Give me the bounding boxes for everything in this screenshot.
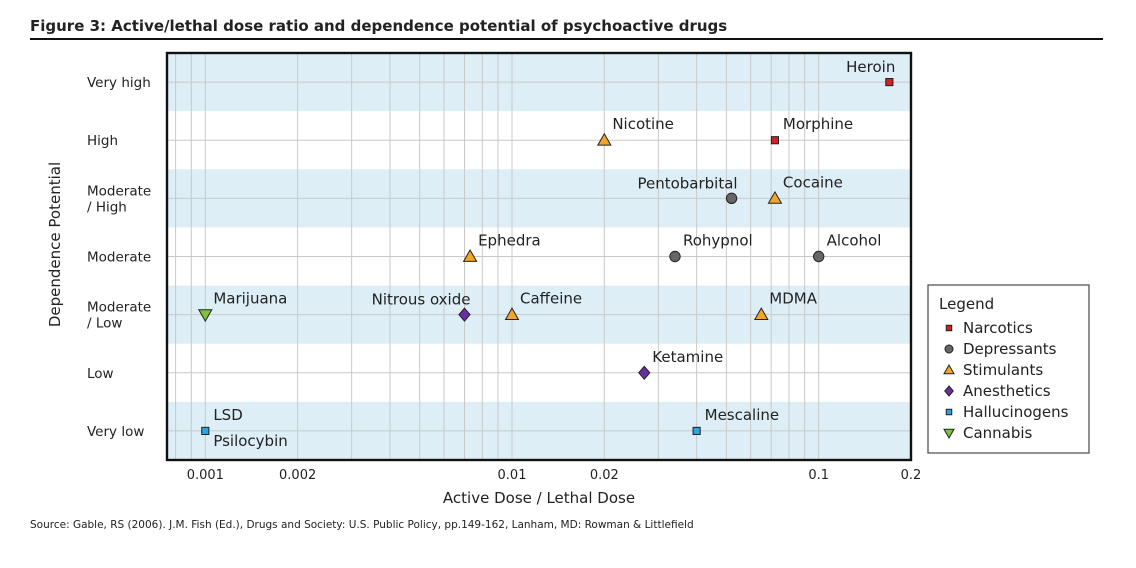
legend-label-anesthetics: Anesthetics	[963, 382, 1051, 400]
data-points: Heroin Morphine Nicotine Pentobarbital Cocai…	[197, 58, 895, 450]
y-tick-label: Very low	[87, 424, 144, 440]
figure-title: Figure 3: Active/lethal dose ratio and d…	[30, 17, 728, 35]
point-ephedra	[462, 248, 478, 262]
point-label-rohypnol: Rohypnol	[683, 232, 753, 250]
point-label-cocaine: Cocaine	[783, 173, 843, 191]
y-tick-label: Moderate / Low	[87, 300, 151, 332]
x-tick-label: 0.001	[187, 468, 224, 483]
legend-label-narcotics: Narcotics	[963, 319, 1033, 337]
legend-marker-narcotics	[945, 324, 953, 332]
point-label-nicotine: Nicotine	[612, 115, 674, 133]
y-tick-line: Very high	[87, 75, 151, 91]
point-ketamine	[638, 365, 651, 381]
legend-marker-hallucinogens	[945, 408, 953, 416]
point-label-morphine: Morphine	[783, 115, 853, 133]
legend: Legend Narcotics Depressants Stimulants Anes…	[927, 284, 1090, 454]
point-lsd	[201, 426, 210, 436]
point-label-marijuana: Marijuana	[213, 290, 287, 308]
legend-marker-depressants	[944, 344, 954, 354]
title-rule	[30, 38, 1103, 40]
y-tick-label: High	[87, 133, 118, 149]
x-tick-label: 0.002	[279, 468, 316, 483]
y-tick-line: Moderate	[87, 183, 151, 199]
point-label-heroin: Heroin	[846, 58, 895, 76]
y-tick-line: Low	[87, 366, 114, 382]
legend-marker-anesthetics	[944, 385, 954, 397]
point-heroin	[885, 77, 894, 87]
y-tick-line: / High	[87, 199, 127, 215]
x-tick-label: 0.2	[901, 468, 922, 483]
legend-label-hallucinogens: Hallucinogens	[963, 403, 1069, 421]
point-alcohol	[812, 250, 825, 263]
y-tick-label: Moderate	[87, 250, 151, 266]
y-tick-line: Very low	[87, 424, 144, 440]
y-tick-line: / Low	[87, 316, 122, 332]
point-label-lsd: LSD	[213, 406, 242, 424]
point-label-caffeine: Caffeine	[520, 290, 582, 308]
y-tick-line: High	[87, 133, 118, 149]
source-note: Source: Gable, RS (2006). J.M. Fish (Ed.…	[30, 519, 694, 531]
point-mescaline	[692, 426, 701, 436]
point-nicotine	[596, 132, 612, 146]
point-label-ketamine: Ketamine	[652, 348, 723, 366]
point-pentobarbital	[725, 192, 738, 205]
legend-label-cannabis: Cannabis	[963, 424, 1033, 442]
point-mdma	[753, 307, 769, 321]
y-tick-line: Moderate	[87, 250, 151, 266]
x-tick-label: 0.1	[808, 468, 829, 483]
point-nitrous-oxide	[458, 307, 471, 322]
plot-frame	[165, 51, 913, 462]
point-label-psilocybin: Psilocybin	[213, 432, 287, 450]
legend-title: Legend	[939, 295, 994, 313]
point-label-mescaline: Mescaline	[705, 406, 780, 424]
point-label-mdma: MDMA	[769, 290, 817, 308]
point-label-pentobarbital: Pentobarbital	[637, 174, 737, 192]
point-caffeine	[504, 307, 520, 321]
point-marijuana	[197, 309, 213, 323]
x-tick-label: 0.01	[498, 468, 527, 483]
x-tick-labels: 0.001 0.002 0.01 0.02 0.1 0.2	[187, 468, 922, 483]
point-label-ephedra: Ephedra	[478, 232, 541, 250]
legend-marker-cannabis	[943, 428, 955, 440]
y-tick-label: Low	[87, 366, 114, 382]
y-tick-label: Very high	[87, 75, 151, 91]
legend-marker-stimulants	[943, 363, 955, 375]
point-cocaine	[767, 190, 783, 204]
x-axis-label: Active Dose / Lethal Dose	[443, 489, 635, 507]
legend-box	[927, 284, 1090, 454]
legend-label-stimulants: Stimulants	[963, 361, 1043, 379]
point-label-nitrous-oxide: Nitrous oxide	[372, 291, 471, 309]
point-label-alcohol: Alcohol	[827, 232, 882, 250]
y-axis-label: Dependence Potential	[46, 162, 64, 327]
y-tick-label: Moderate / High	[87, 183, 151, 215]
legend-label-depressants: Depressants	[963, 340, 1057, 358]
point-rohypnol	[669, 250, 681, 263]
point-morphine	[770, 136, 780, 145]
x-tick-label: 0.02	[590, 468, 619, 483]
y-tick-line: Moderate	[87, 300, 151, 316]
